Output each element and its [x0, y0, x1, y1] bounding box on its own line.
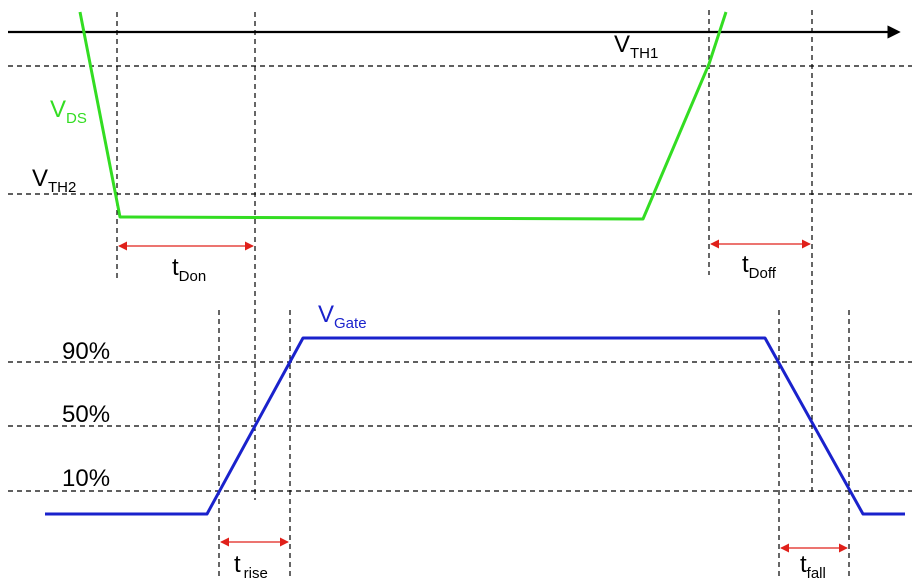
- vgate-waveform: [45, 336, 905, 516]
- vds-label: VDS: [50, 96, 87, 127]
- vds-waveform: [78, 11, 728, 221]
- level-50-label: 50%: [62, 401, 110, 428]
- trise-label: t rise: [234, 551, 268, 582]
- vgate-label: VGate: [318, 301, 367, 332]
- vth1-label: VTH1: [614, 31, 658, 62]
- tfall-label: tfall: [800, 551, 826, 582]
- level-10-label: 10%: [62, 465, 110, 492]
- vth2-label: VTH2: [32, 165, 76, 196]
- tdoff-label: tDoff: [742, 251, 777, 282]
- level-90-label: 90%: [62, 338, 110, 365]
- tdon-label: tDon: [172, 254, 206, 285]
